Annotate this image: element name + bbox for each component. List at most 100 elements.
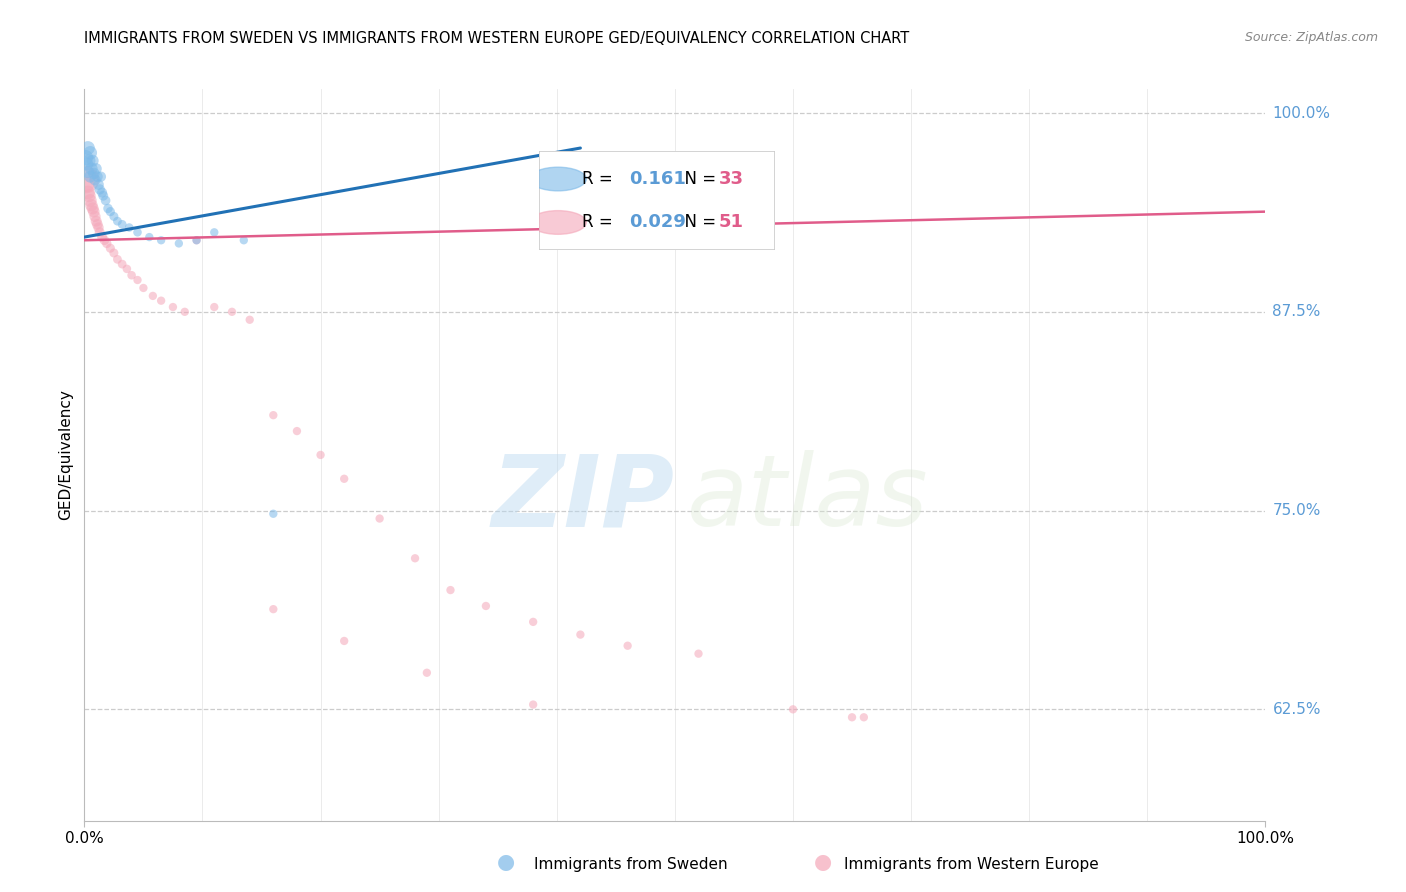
Point <box>127 225 149 239</box>
Text: R =: R = <box>582 213 617 231</box>
Point <box>239 312 262 326</box>
Text: 62.5%: 62.5% <box>1272 702 1320 717</box>
Point <box>186 233 208 247</box>
Point <box>91 230 114 244</box>
Point <box>262 408 284 422</box>
Point <box>91 188 114 202</box>
Point <box>79 169 101 184</box>
Point <box>688 647 710 661</box>
Point <box>115 261 138 276</box>
Point <box>262 507 284 521</box>
Point <box>79 194 101 208</box>
Point <box>107 252 129 267</box>
Point <box>97 202 120 216</box>
Point <box>142 289 165 303</box>
Text: R =: R = <box>582 170 617 188</box>
Text: Source: ZipAtlas.com: Source: ZipAtlas.com <box>1244 31 1378 45</box>
Point <box>91 186 114 200</box>
Point <box>202 225 225 239</box>
Point <box>232 233 254 247</box>
Point <box>852 710 875 724</box>
Point <box>616 639 638 653</box>
Point <box>82 202 104 216</box>
Point <box>107 214 129 228</box>
Point <box>89 182 111 196</box>
Text: 51: 51 <box>718 213 744 231</box>
Point <box>202 300 225 314</box>
Point <box>186 233 208 247</box>
Point <box>782 702 804 716</box>
Point <box>522 615 544 629</box>
Y-axis label: GED/Equivalency: GED/Equivalency <box>58 390 73 520</box>
Text: N =: N = <box>673 170 721 188</box>
Text: atlas: atlas <box>686 450 928 548</box>
Point <box>87 178 110 192</box>
Point <box>111 257 134 271</box>
Point <box>98 241 121 255</box>
Text: 100.0%: 100.0% <box>1272 105 1330 120</box>
Point <box>368 511 391 525</box>
Point <box>80 161 103 176</box>
Point <box>103 246 125 260</box>
Point <box>76 178 98 192</box>
Point <box>138 230 160 244</box>
Point <box>150 233 173 247</box>
Point <box>167 236 190 251</box>
Point <box>150 293 173 308</box>
Point <box>84 210 107 224</box>
Point <box>77 141 100 155</box>
Point <box>75 173 97 187</box>
Text: Immigrants from Sweden: Immigrants from Sweden <box>534 857 728 872</box>
Point <box>83 166 105 180</box>
Circle shape <box>530 167 586 191</box>
Point <box>309 448 332 462</box>
Text: IMMIGRANTS FROM SWEDEN VS IMMIGRANTS FROM WESTERN EUROPE GED/EQUIVALENCY CORRELA: IMMIGRANTS FROM SWEDEN VS IMMIGRANTS FRO… <box>84 31 910 46</box>
Point <box>86 218 108 232</box>
Point <box>98 204 121 219</box>
Text: ZIP: ZIP <box>492 450 675 548</box>
Point <box>522 698 544 712</box>
Point <box>569 627 592 641</box>
Point <box>84 173 107 187</box>
Text: 87.5%: 87.5% <box>1272 304 1320 319</box>
Point <box>221 305 243 319</box>
Point <box>86 169 108 184</box>
Point <box>103 210 125 224</box>
Point <box>416 665 439 680</box>
Point <box>404 551 426 566</box>
Text: N =: N = <box>673 213 721 231</box>
Point <box>475 599 498 613</box>
Point <box>83 204 105 219</box>
Point <box>87 220 110 235</box>
Point <box>127 273 149 287</box>
Point <box>333 634 356 648</box>
Text: ●: ● <box>498 853 515 872</box>
Point <box>84 161 107 176</box>
Point <box>77 186 100 200</box>
Point <box>77 165 100 179</box>
Point <box>79 145 101 160</box>
Point <box>111 218 134 232</box>
Point <box>262 602 284 616</box>
Point <box>77 153 100 168</box>
Point <box>90 169 112 184</box>
Point <box>84 214 107 228</box>
Point <box>121 268 143 283</box>
Point <box>82 153 104 168</box>
Point <box>75 151 97 165</box>
Text: 0.029: 0.029 <box>628 213 686 231</box>
Point <box>333 472 356 486</box>
Point <box>118 220 141 235</box>
Point <box>132 281 155 295</box>
Point <box>162 300 184 314</box>
Text: ●: ● <box>814 853 831 872</box>
Point <box>173 305 195 319</box>
Point <box>76 157 98 171</box>
Point <box>77 188 100 202</box>
Point <box>439 583 461 598</box>
Point <box>94 194 117 208</box>
Point <box>93 233 115 247</box>
Circle shape <box>530 211 586 235</box>
Text: 33: 33 <box>718 170 744 188</box>
Point <box>841 710 863 724</box>
